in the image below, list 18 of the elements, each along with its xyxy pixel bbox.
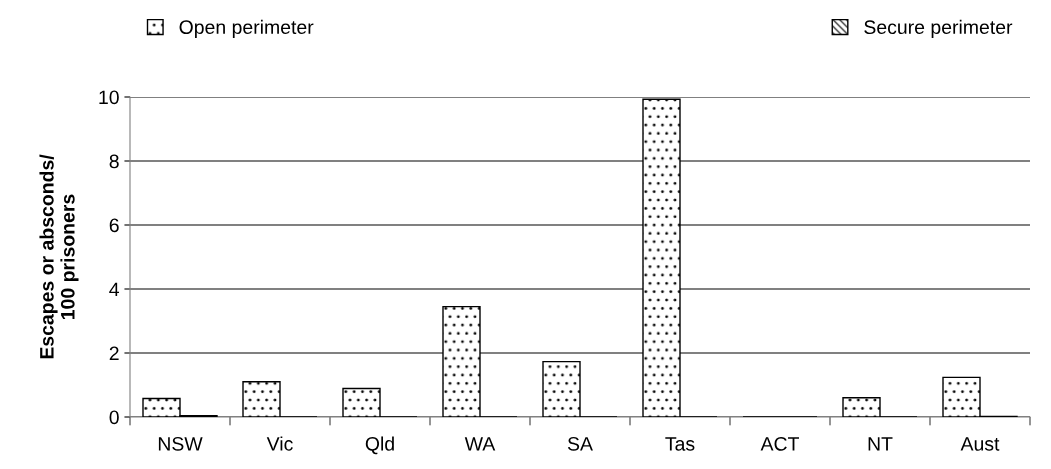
y-tick-label: 4 xyxy=(109,282,120,297)
x-tick-label: Tas xyxy=(665,437,695,451)
legend-label: Open perimeter xyxy=(179,19,314,38)
x-tick-label: SA xyxy=(567,436,593,451)
legend-label: Secure perimeter xyxy=(864,19,1013,38)
x-tick-label: Vic xyxy=(266,436,293,451)
x-tick-label: ACT xyxy=(760,436,799,451)
y-tick-label: 8 xyxy=(109,154,119,169)
y-axis-title: Escapes or absconds/ 100 prisoners xyxy=(39,154,79,359)
x-tick-label: WA xyxy=(464,437,496,451)
y-tick-label: 6 xyxy=(109,218,119,233)
x-tick-label: NSW xyxy=(158,436,203,451)
x-tick-label: Qld xyxy=(365,436,394,455)
y-tick-label: 2 xyxy=(109,346,119,361)
x-tick-label: Aust xyxy=(960,437,1000,451)
y-tick-label: 10 xyxy=(99,90,119,105)
y-tick-label: 0 xyxy=(109,410,119,425)
x-tick-label: NT xyxy=(868,437,893,451)
